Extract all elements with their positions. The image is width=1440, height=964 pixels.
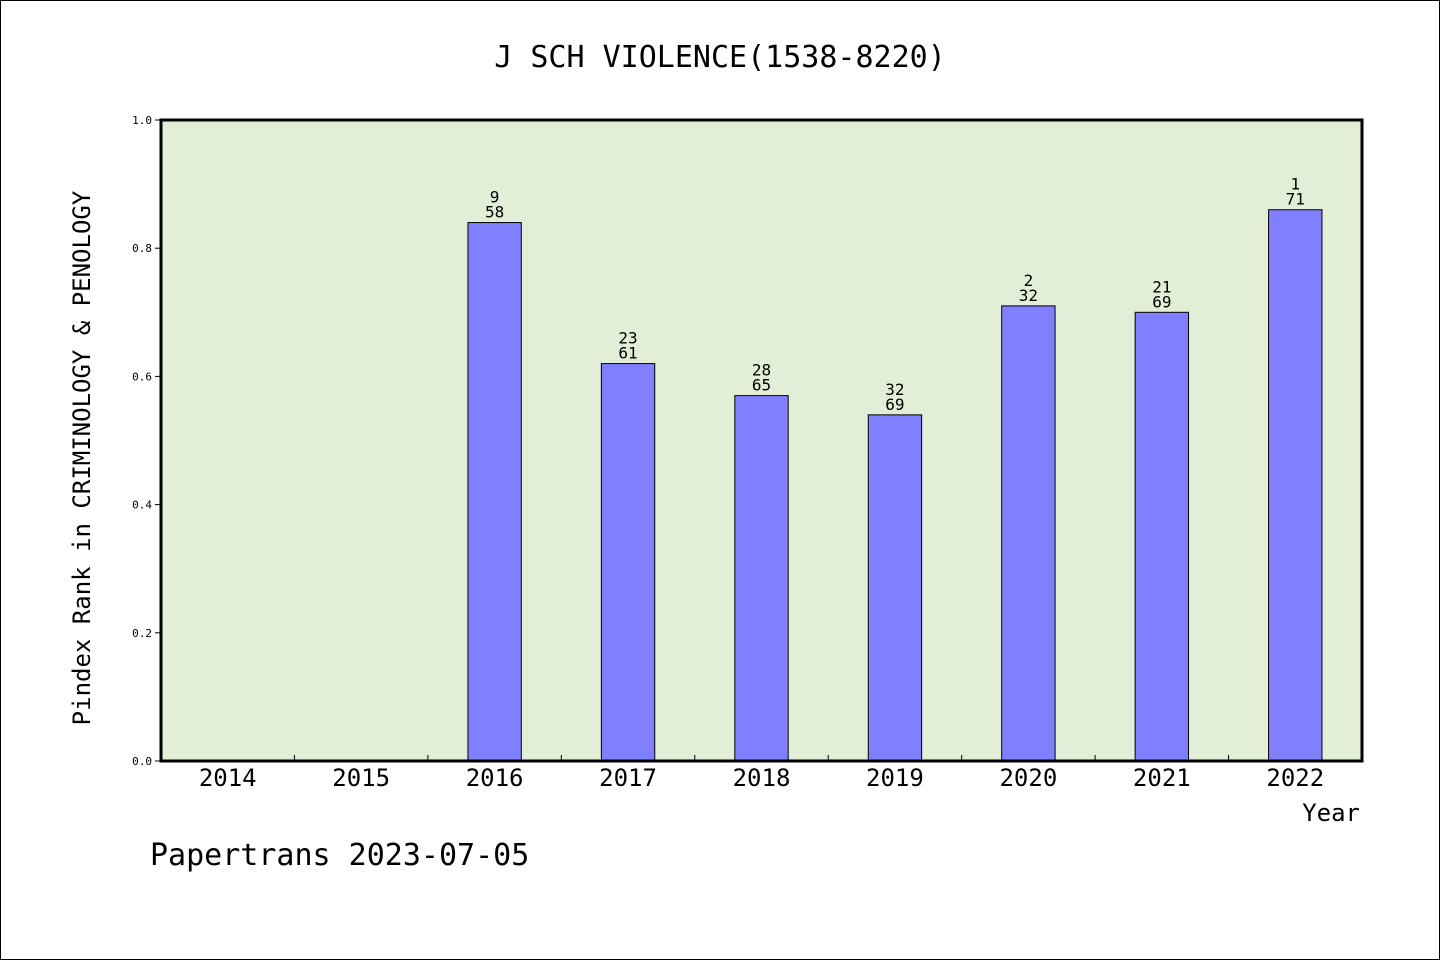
x-tick-label: 2021: [1133, 764, 1191, 792]
y-tick-label: 0.8: [132, 242, 152, 255]
x-axis-label: Year: [1302, 799, 1360, 827]
y-axis-label: Pindex Rank in CRIMINOLOGY & PENOLOGY: [68, 190, 96, 725]
x-tick-label: 2015: [332, 764, 390, 792]
y-tick-label: 0.6: [132, 370, 152, 383]
bar-rank-label: 9: [490, 188, 500, 207]
x-tick-label: 2016: [466, 764, 524, 792]
bar-2022: [1268, 209, 1323, 762]
x-tick-label: 2017: [599, 764, 657, 792]
x-tick-label: 2020: [999, 764, 1057, 792]
bar-2019: [867, 414, 923, 762]
y-tick-label: 0.0: [132, 755, 152, 768]
x-tick-label: 2019: [866, 764, 924, 792]
bar-rank-label: 1: [1290, 175, 1300, 194]
footer-text: Papertrans 2023-07-05: [150, 838, 529, 873]
bar-total-label: 71: [1286, 190, 1305, 209]
x-tick-label: 2022: [1266, 764, 1324, 792]
bar-rank-label: 2: [1024, 271, 1034, 290]
x-tick-label: 2018: [733, 764, 791, 792]
bar-total-label: 69: [1152, 292, 1171, 311]
bar-2020: [1001, 305, 1056, 762]
bar-total-label: 61: [618, 344, 637, 363]
bar-2018: [734, 395, 789, 762]
plot-border: [159, 118, 1364, 763]
x-tick-label: 2014: [199, 764, 257, 792]
bar-2021: [1134, 311, 1190, 762]
y-axis-ticks: 0.0 0.2 0.4 0.6 0.8 1.0: [132, 114, 161, 768]
bar-rank-label: 23: [618, 329, 637, 348]
bar-total-label: 69: [885, 395, 904, 414]
y-tick-label: 0.4: [132, 499, 152, 512]
bar-2016: [467, 222, 522, 762]
y-tick-label: 1.0: [132, 114, 152, 127]
y-tick-label: 0.2: [132, 627, 152, 640]
chart-title: J SCH VIOLENCE(1538-8220): [494, 40, 946, 75]
bar-rank-label: 21: [1152, 277, 1171, 296]
x-axis-ticks: 2014 2015 2016 2017 2018 2019 2020 2021 2022: [199, 755, 1324, 792]
bar-total-label: 32: [1019, 286, 1038, 305]
bar-rank-label: 32: [885, 380, 904, 399]
bar-2017: [600, 363, 656, 762]
bar-total-label: 58: [485, 203, 504, 222]
bar-rank-label: 28: [752, 361, 771, 380]
bar-total-label: 65: [752, 376, 771, 395]
